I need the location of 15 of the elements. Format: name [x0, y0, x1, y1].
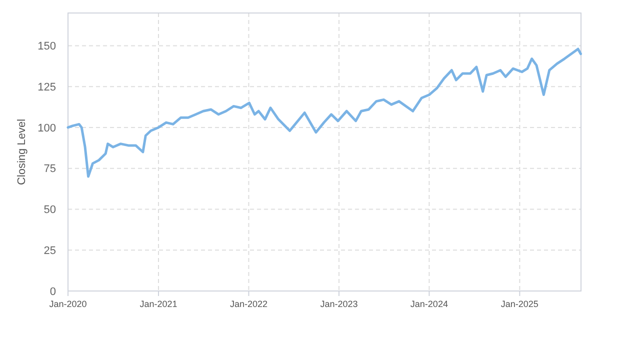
y-tick-label: 50: [44, 204, 56, 216]
y-tick-label: 150: [38, 40, 56, 53]
y-tick-label: 75: [44, 163, 56, 176]
x-tick-label: Jan-2025: [500, 299, 538, 309]
x-tick-label: Jan-2024: [410, 299, 448, 309]
line-series: [66, 48, 582, 178]
y-axis-title: Closing Level: [16, 118, 28, 186]
y-tick-label: 0: [50, 286, 56, 298]
y-tick-label: 25: [44, 244, 56, 257]
x-tick-label: Jan-2022: [230, 299, 268, 309]
y-tick-label: 125: [38, 81, 56, 94]
x-tick-label: Jan-2023: [320, 299, 358, 309]
x-tick-label: Jan-2021: [140, 299, 178, 309]
y-tick-label: 100: [38, 122, 56, 134]
x-tick-label: Jan-2020: [49, 299, 87, 309]
